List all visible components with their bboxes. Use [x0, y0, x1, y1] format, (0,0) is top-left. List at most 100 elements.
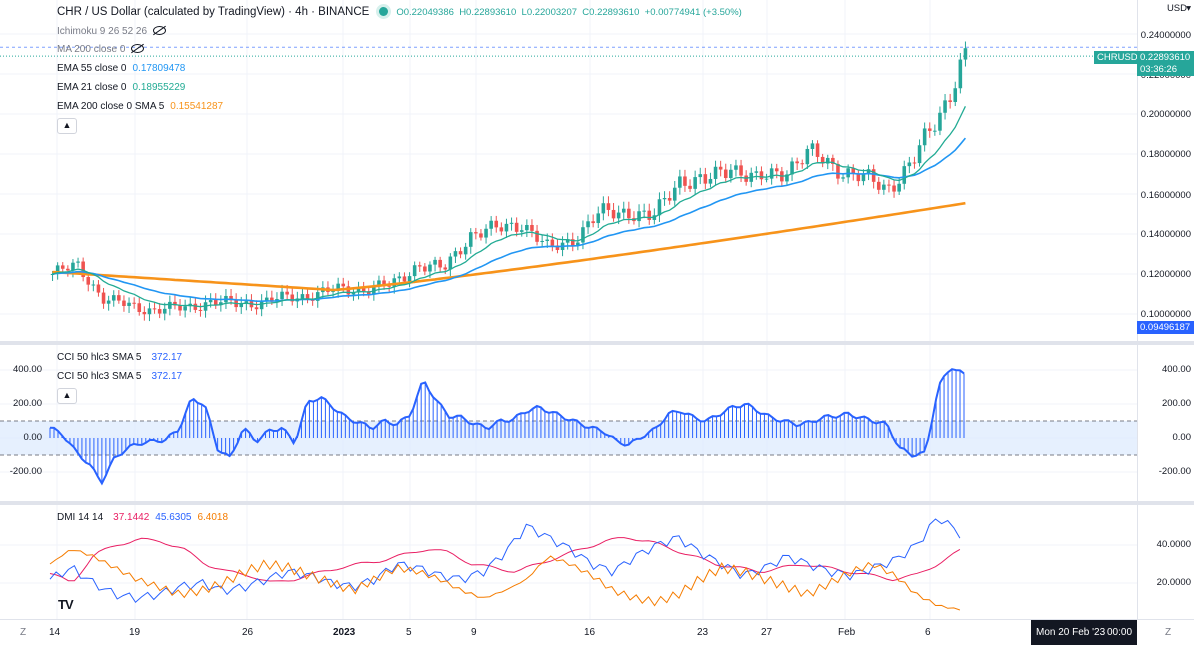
candle-body	[254, 307, 259, 310]
candle-body	[933, 130, 937, 132]
cci-legend-1[interactable]: CCI 50 hlc3 SMA 5 372.17	[57, 352, 182, 363]
candle-body	[938, 112, 942, 131]
market-status-icon	[379, 7, 389, 16]
candle-body	[948, 100, 952, 102]
time-tick: 23	[697, 627, 709, 638]
candle-body	[907, 162, 912, 167]
low-price-badge: 0.09496187	[1137, 321, 1194, 334]
candle-body	[815, 143, 820, 157]
collapse-legend-button[interactable]: ▲	[57, 388, 77, 404]
tradingview-logo[interactable]: TV	[58, 597, 74, 612]
price-chart-canvas[interactable]	[0, 0, 1137, 341]
candle-body	[361, 287, 366, 292]
candle-body	[785, 174, 789, 182]
candle-body	[693, 177, 697, 189]
ema21-legend[interactable]: EMA 21 close 0 0.18955229	[57, 82, 185, 93]
pane-separator[interactable]	[0, 501, 1194, 505]
time-axis[interactable]: Z 14 19 26 2023 5 9 16 23 27 Feb 6 Mon 2…	[0, 619, 1194, 645]
candle-body	[841, 177, 845, 179]
candle-body	[647, 210, 652, 220]
candle-body	[917, 145, 922, 164]
candle-body	[769, 168, 774, 179]
ma200-legend[interactable]: MA 200 close 0	[57, 44, 145, 55]
cci-axis[interactable]: 400.00 200.00 0.00 -200.00	[1137, 345, 1194, 501]
candle-body	[300, 294, 305, 299]
candle-body	[953, 88, 958, 102]
candle-body	[729, 169, 733, 179]
candle-body	[494, 220, 499, 228]
ema55-legend[interactable]: EMA 55 close 0 0.17809478	[57, 63, 185, 74]
candle-body	[550, 239, 555, 246]
candle-body	[820, 156, 825, 164]
dmi-pane[interactable]: DMI 14 14 37.1442 45.6305 6.4018 TV	[0, 505, 1137, 619]
candle-body	[407, 276, 412, 282]
candle-body	[805, 148, 810, 165]
price-tick: 0.18000000	[1140, 149, 1191, 160]
candle-body	[198, 309, 203, 311]
currency-selector[interactable]: USD ▾	[1166, 3, 1191, 14]
candle-body	[902, 166, 907, 184]
candle-body	[331, 290, 335, 292]
candle-body	[448, 256, 453, 270]
cci-pane[interactable]: CCI 50 hlc3 SMA 5 372.17 CCI 50 hlc3 SMA …	[0, 345, 1137, 501]
crosshair-time: 00:00	[1107, 627, 1133, 638]
candle-body	[412, 265, 417, 277]
adx-value: 6.4018	[197, 512, 229, 523]
candle-body	[504, 223, 509, 232]
candle-body	[759, 171, 764, 180]
candle-body	[489, 220, 493, 229]
time-tick: 6	[925, 627, 931, 638]
time-tick: Feb	[838, 627, 856, 638]
candle-body	[856, 173, 861, 182]
candle-body	[443, 267, 448, 270]
ema55-label: EMA 55 close 0	[57, 63, 127, 74]
candle-body	[519, 230, 524, 232]
dmi-canvas[interactable]	[0, 505, 1137, 619]
candle-body	[958, 59, 963, 89]
candle-body	[703, 174, 708, 184]
ema21-label: EMA 21 close 0	[57, 82, 127, 93]
change-value: +0.00774941 (+3.50%)	[644, 7, 742, 18]
price-tick: 0.16000000	[1140, 190, 1191, 201]
cci-canvas[interactable]	[0, 345, 1137, 501]
candle-body	[581, 227, 585, 243]
ichimoku-legend[interactable]: Ichimoku 9 26 52 26	[57, 26, 167, 37]
candle-body	[509, 222, 514, 224]
candle-body	[173, 301, 177, 306]
dmi-label: DMI 14 14	[57, 512, 104, 523]
pane-separator[interactable]	[0, 341, 1194, 345]
hidden-eye-icon[interactable]	[131, 44, 145, 53]
candle-body	[678, 176, 682, 188]
candle-body	[672, 187, 677, 201]
cci-legend-2[interactable]: CCI 50 hlc3 SMA 5 372.17	[57, 371, 182, 382]
crosshair-date: Mon 20 Feb '23	[1036, 627, 1106, 638]
candle-body	[178, 305, 182, 311]
candle-body	[831, 157, 835, 164]
price-chart-pane[interactable]: CHR / US Dollar (calculated by TradingVi…	[0, 0, 1137, 341]
candle-body	[341, 283, 346, 287]
candle-body	[484, 228, 488, 238]
candle-body	[683, 176, 687, 186]
candle-body	[290, 294, 295, 302]
ema200-legend[interactable]: EMA 200 close 0 SMA 5 0.15541287	[57, 101, 223, 112]
candle-body	[162, 308, 167, 314]
price-tick: 0.12000000	[1140, 269, 1191, 280]
candle-body	[402, 276, 407, 282]
dmi-legend[interactable]: DMI 14 14 37.1442 45.6305 6.4018	[57, 512, 228, 523]
dmi-axis[interactable]: 40.0000 20.0000	[1137, 505, 1194, 619]
candle-body	[586, 221, 590, 228]
zoom-out-button[interactable]: Z	[20, 627, 27, 638]
candle-body	[356, 287, 361, 293]
time-tick: 9	[471, 627, 477, 638]
candle-body	[708, 178, 713, 184]
candle-body	[474, 232, 478, 234]
candle-body	[637, 211, 641, 222]
hidden-eye-icon[interactable]	[153, 26, 167, 35]
zoom-in-button[interactable]: Z	[1165, 627, 1172, 638]
candle-body	[453, 251, 458, 257]
candle-body	[219, 302, 223, 306]
candle-body	[718, 166, 723, 170]
high-value: H0.22893610	[459, 7, 517, 18]
candle-body	[591, 221, 595, 224]
collapse-legend-button[interactable]: ▲	[57, 118, 77, 134]
